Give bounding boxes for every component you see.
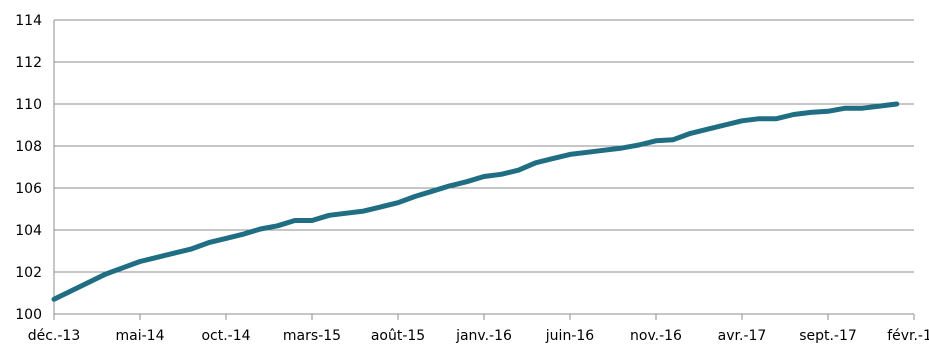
- x-tick-labels: déc.-13 mai-14 oct.-14 mars-15 août-15 janv.-…: [28, 328, 929, 344]
- x-tick-label: avr.-17: [718, 328, 767, 344]
- x-tick-label: oct.-14: [201, 328, 250, 344]
- y-tick-label: 106: [15, 181, 42, 197]
- x-tick-label: juin-16: [545, 328, 594, 344]
- x-tick-label: déc.-13: [28, 328, 81, 344]
- x-tick-label: sept.-17: [799, 328, 857, 344]
- series-line: [51, 101, 900, 302]
- x-tick-label: févr.-18: [887, 328, 929, 344]
- y-tick-label: 114: [15, 13, 42, 29]
- y-tick-label: 108: [15, 139, 42, 155]
- y-tick-label: 104: [15, 223, 42, 239]
- x-tick-label: mai-14: [116, 328, 165, 344]
- x-tick-label: août-15: [371, 328, 425, 344]
- y-tick-label: 100: [15, 307, 42, 323]
- x-tick-label: mars-15: [283, 328, 341, 344]
- y-tick-labels: 100 102 104 106 108 110 112 114: [15, 13, 42, 323]
- y-tick-label: 102: [15, 265, 42, 281]
- y-tick-label: 110: [15, 97, 42, 113]
- gridlines: [54, 19, 914, 273]
- y-tick-label: 112: [15, 55, 42, 71]
- axes: [53, 20, 915, 320]
- x-tick-label: janv.-16: [455, 328, 512, 344]
- x-tick-label: nov.-16: [630, 328, 682, 344]
- series: [51, 101, 900, 302]
